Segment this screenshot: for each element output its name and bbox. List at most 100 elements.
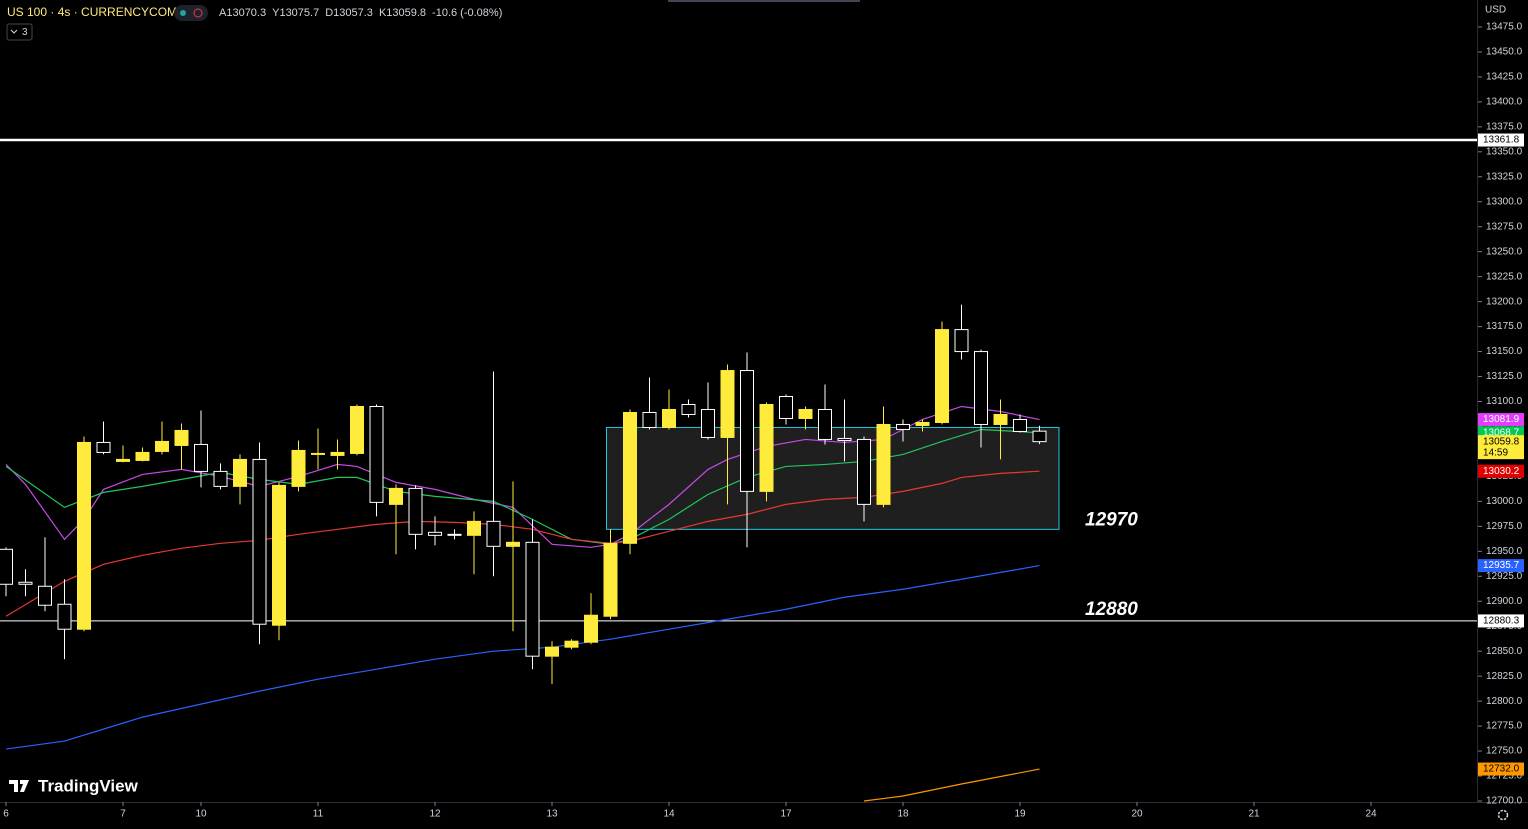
y-tick-label: 12700.0	[1486, 796, 1523, 807]
candle-body	[759, 403, 774, 492]
candle-body	[486, 520, 501, 547]
y-tick-label: 13450.0	[1486, 47, 1523, 58]
moving-average	[5, 565, 1040, 750]
price-label: 13361.8	[1483, 135, 1520, 146]
x-tick-label: 21	[1248, 809, 1260, 820]
candle-body	[57, 603, 72, 630]
price-label-bg	[1478, 413, 1524, 427]
moving-average	[863, 768, 1040, 802]
price-label: 12732.0	[1483, 764, 1520, 775]
candle-body	[876, 423, 891, 505]
candle-body	[428, 531, 442, 536]
y-tick-label: 12800.0	[1486, 696, 1523, 707]
candle-body	[18, 581, 33, 585]
data-status	[193, 8, 203, 18]
settings-icon[interactable]	[1497, 809, 1509, 821]
candle-body	[155, 440, 169, 452]
price-label: 12935.7	[1483, 560, 1520, 571]
tradingview-logo	[9, 780, 29, 792]
y-tick-label: 12775.0	[1486, 721, 1523, 732]
symbol-title: US 100 · 4s · CURRENCYCOM	[7, 5, 177, 19]
axes: 12700.0 12725.0 12750.0 12775.0 12800.0 12825…	[3, 22, 1524, 820]
candle-body	[779, 396, 793, 419]
x-tick-label: 24	[1365, 809, 1377, 820]
zone-box	[606, 426, 1060, 530]
candle-body	[369, 405, 384, 503]
price-label-bg	[1478, 559, 1524, 573]
candle-body	[330, 451, 345, 456]
candle-body	[525, 541, 540, 657]
candle-body	[1032, 430, 1047, 443]
ohlc-value: A13070.3	[219, 7, 266, 19]
y-tick-label: 13350.0	[1486, 146, 1523, 157]
price-label-bg	[1478, 464, 1524, 478]
candle-body	[662, 408, 676, 428]
candle-body	[194, 443, 208, 472]
y-tick-label: 13300.0	[1486, 196, 1523, 207]
y-tick-label: 13275.0	[1486, 221, 1523, 232]
level-annotation: 12970	[1085, 509, 1138, 530]
ohlc-value: K13059.8	[379, 7, 426, 19]
candle-body	[623, 411, 637, 544]
y-tick-label: 13175.0	[1486, 321, 1523, 332]
y-tick-label: 12850.0	[1486, 646, 1523, 657]
candle-body	[116, 458, 130, 462]
price-label: 13030.2	[1483, 466, 1520, 477]
candle-body	[798, 408, 813, 419]
y-tick-label: 12975.0	[1486, 521, 1523, 532]
x-tick-label: 11	[313, 809, 324, 820]
candle-body	[252, 458, 267, 625]
candle-body	[506, 541, 520, 547]
top-handle	[668, 0, 860, 2]
candle-body	[545, 646, 559, 657]
watermark: TradingView	[38, 776, 139, 795]
x-tick-label: 12	[429, 809, 441, 820]
y-tick-label: 13225.0	[1486, 271, 1523, 282]
ohlc-value: Y13075.7	[272, 7, 319, 19]
candle-body	[584, 614, 598, 643]
currency[interactable]: USD	[1485, 5, 1506, 16]
y-tick-label: 12750.0	[1486, 746, 1523, 757]
candle-body	[993, 413, 1008, 425]
candle-body	[272, 484, 286, 626]
y-tick-label: 13375.0	[1486, 121, 1523, 132]
y-tick-label: 13150.0	[1486, 346, 1523, 357]
chevron-icon	[10, 29, 18, 34]
ohlc-legend: A13070.3 Y13075.7 D13057.3 K13059.8 -10.6 (-…	[219, 7, 502, 19]
y-tick-label: 12950.0	[1486, 546, 1523, 557]
x-tick-label: 17	[780, 809, 792, 820]
candle-body	[915, 421, 930, 426]
level-annotation: 12880	[1085, 599, 1138, 620]
y-tick-label: 13250.0	[1486, 246, 1523, 257]
x-tick-label: 14	[663, 809, 675, 820]
candle-body	[77, 441, 91, 630]
x-tick-label: 10	[195, 809, 207, 820]
x-tick-label: 7	[120, 809, 126, 820]
candle-body	[350, 405, 364, 454]
price-label-bg	[1478, 133, 1524, 147]
candle-body	[233, 458, 247, 487]
y-tick-label: 13425.0	[1486, 72, 1523, 83]
y-tick-label: 13125.0	[1486, 371, 1523, 382]
indicator-toggle[interactable]	[6, 23, 33, 41]
y-tick-label: 13100.0	[1486, 396, 1523, 407]
price-label: 13081.9	[1483, 414, 1520, 425]
candle-body	[701, 408, 715, 438]
candle-body	[564, 640, 579, 648]
price-label: 13059.8	[1483, 436, 1520, 447]
indicator-count: 3	[22, 27, 28, 38]
candle-body	[408, 487, 423, 535]
candle-body	[681, 403, 696, 415]
plot-area: 12970 12880	[0, 138, 1478, 802]
y-tick-label: 13400.0	[1486, 97, 1523, 108]
candle-body	[857, 438, 871, 505]
y-tick-label: 13200.0	[1486, 296, 1523, 307]
candle-body	[213, 470, 228, 487]
status-pill	[174, 5, 208, 21]
price-label-bg	[1478, 435, 1524, 460]
candle-body	[818, 408, 832, 440]
price-label-bg	[1478, 614, 1524, 628]
candle-body	[135, 451, 150, 461]
